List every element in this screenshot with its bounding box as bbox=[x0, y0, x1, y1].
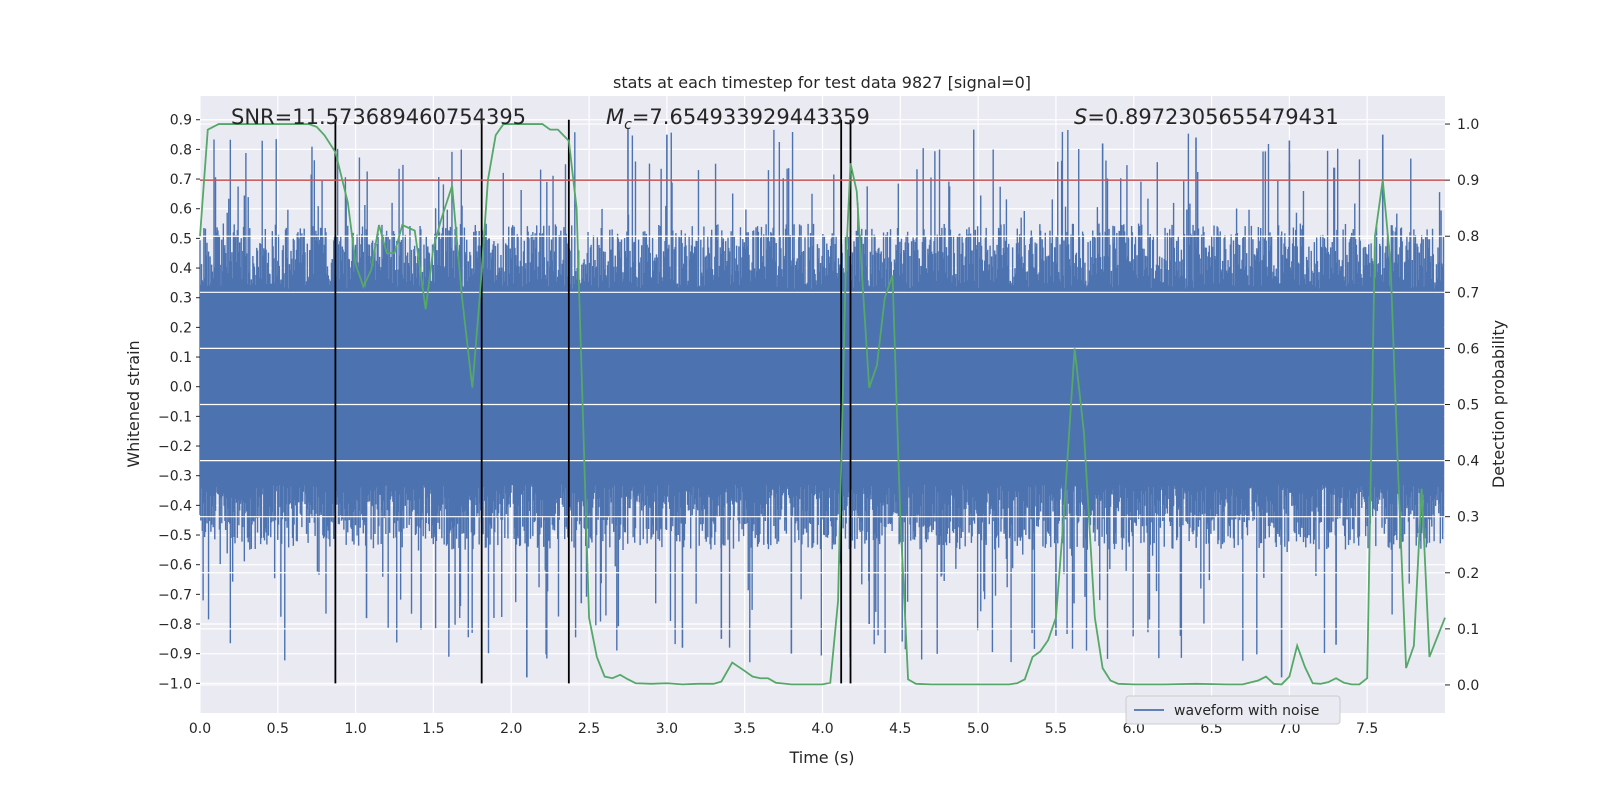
y-tick-label: −0.5 bbox=[158, 528, 192, 544]
legend-label: waveform with noise bbox=[1174, 703, 1319, 719]
y-tick-label: 0.1 bbox=[170, 350, 192, 366]
x-tick-label: 7.0 bbox=[1278, 721, 1300, 737]
y-tick-label: 0.6 bbox=[170, 202, 192, 218]
y-right-tick-label: 0.0 bbox=[1457, 678, 1479, 694]
y-tick-label: −0.3 bbox=[158, 469, 192, 485]
y-right-tick-label: 0.8 bbox=[1457, 229, 1479, 245]
y-right-tick-label: 0.5 bbox=[1457, 398, 1479, 414]
y-right-tick-label: 0.7 bbox=[1457, 285, 1479, 301]
legend-box bbox=[1125, 695, 1341, 725]
y-tick-label: 0.4 bbox=[170, 261, 192, 277]
y-tick-label: −1.0 bbox=[158, 676, 192, 692]
chirp-mass-subscript: c bbox=[624, 117, 632, 133]
y-right-tick-label: 0.9 bbox=[1457, 173, 1479, 189]
y-right-tick-label: 0.3 bbox=[1457, 510, 1479, 526]
y-axis-left-ticks: 0.9 0.8 0.7 0.6 0.5 0.4 0.3 0.2 0.1 0.0 −0.1 −0.2 −0… bbox=[158, 113, 200, 692]
y-right-tick-label: 0.2 bbox=[1457, 566, 1479, 582]
x-tick-label: 5.5 bbox=[1045, 721, 1067, 737]
x-tick-label: 2.5 bbox=[578, 721, 600, 737]
waveform-series bbox=[199, 128, 1445, 678]
x-axis-ticks: 0.0 0.5 1.0 1.5 2.0 2.5 3.0 3.5 4.0 4.5 5.0 5.5 6.0 6… bbox=[189, 721, 1378, 737]
s-annotation: S=0.8972305655479431 bbox=[1074, 105, 1339, 129]
x-tick-label: 1.5 bbox=[422, 721, 444, 737]
y-right-tick-label: 0.4 bbox=[1457, 454, 1479, 470]
waveform-core bbox=[200, 297, 1444, 476]
chirp-mass-symbol: M bbox=[606, 105, 624, 129]
x-tick-label: 3.5 bbox=[734, 721, 756, 737]
x-tick-label: 6.0 bbox=[1123, 721, 1145, 737]
x-tick-label: 5.0 bbox=[967, 721, 989, 737]
x-tick-label: 3.0 bbox=[656, 721, 678, 737]
y-tick-label: 0.2 bbox=[170, 320, 192, 336]
x-tick-label: 1.0 bbox=[344, 721, 366, 737]
y-tick-label: −0.1 bbox=[158, 409, 192, 425]
detection-probability-line bbox=[199, 123, 1446, 686]
y-tick-label: −0.2 bbox=[158, 439, 192, 455]
y-tick-label: 0.0 bbox=[170, 380, 192, 396]
s-symbol: S bbox=[1074, 105, 1087, 129]
y-axis-right-label: Detection probability bbox=[1489, 320, 1508, 488]
x-tick-label: 0.0 bbox=[189, 721, 211, 737]
y-tick-label: 0.3 bbox=[170, 291, 192, 307]
x-tick-label: 6.5 bbox=[1200, 721, 1222, 737]
y-right-tick-label: 0.1 bbox=[1457, 622, 1479, 638]
snr-annotation: SNR=11.573689460754395 bbox=[231, 105, 526, 129]
y-tick-label: −0.9 bbox=[158, 647, 192, 663]
y-tick-label: 0.7 bbox=[170, 172, 192, 188]
x-tick-label: 4.0 bbox=[811, 721, 833, 737]
chirp-mass-annotation: Mc=7.654933929443359 bbox=[606, 105, 870, 133]
y-tick-label: −0.7 bbox=[158, 587, 192, 603]
y-right-tick-label: 1.0 bbox=[1457, 117, 1479, 133]
x-tick-label: 4.5 bbox=[889, 721, 911, 737]
vertical-markers bbox=[334, 119, 852, 684]
chirp-mass-value: =7.654933929443359 bbox=[632, 105, 870, 129]
x-tick-label: 0.5 bbox=[267, 721, 289, 737]
y-tick-label: 0.9 bbox=[170, 113, 192, 129]
chart-title: stats at each timestep for test data 982… bbox=[613, 73, 1031, 92]
s-value: =0.8972305655479431 bbox=[1087, 105, 1338, 129]
y-axis-label: Whitened strain bbox=[124, 340, 143, 467]
y-axis-right-ticks: 1.0 0.9 0.8 0.7 0.6 0.5 0.4 0.3 0.2 0.1 0.0 bbox=[1445, 117, 1479, 694]
legend: waveform with noise bbox=[1125, 695, 1341, 725]
x-tick-label: 2.0 bbox=[500, 721, 522, 737]
x-axis-label: Time (s) bbox=[788, 748, 854, 767]
y-tick-label: −0.8 bbox=[158, 617, 192, 633]
y-right-tick-label: 0.6 bbox=[1457, 341, 1479, 357]
y-tick-label: −0.6 bbox=[158, 558, 192, 574]
y-tick-label: 0.8 bbox=[170, 142, 192, 158]
y-tick-label: −0.4 bbox=[158, 498, 192, 514]
x-tick-label: 7.5 bbox=[1356, 721, 1378, 737]
y-tick-label: 0.5 bbox=[170, 231, 192, 247]
